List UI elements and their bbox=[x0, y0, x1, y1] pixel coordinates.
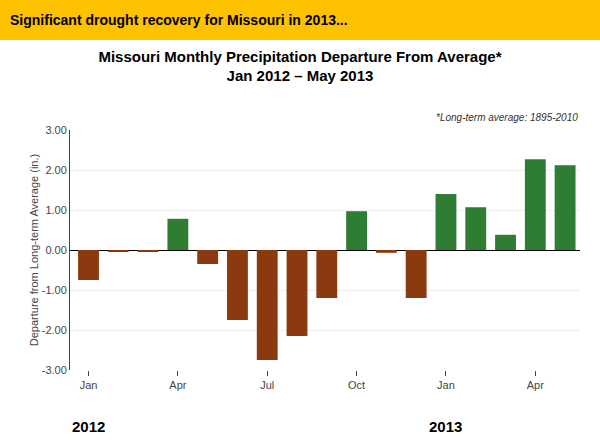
svg-text:Jan: Jan bbox=[437, 379, 455, 391]
svg-text:-2.00: -2.00 bbox=[42, 324, 67, 336]
svg-text:-3.00: -3.00 bbox=[42, 364, 67, 376]
svg-text:1.00: 1.00 bbox=[45, 204, 66, 216]
svg-text:2012: 2012 bbox=[72, 418, 105, 435]
svg-text:0.00: 0.00 bbox=[45, 244, 66, 256]
svg-text:Departure from Long-term Avera: Departure from Long-term Average (in.) bbox=[28, 154, 40, 346]
svg-text:Significant drought recovery f: Significant drought recovery for Missour… bbox=[10, 12, 348, 28]
svg-text:*Long-term average: 1895-2010: *Long-term average: 1895-2010 bbox=[436, 112, 578, 123]
svg-text:Apr: Apr bbox=[527, 379, 544, 391]
svg-text:Jul: Jul bbox=[260, 379, 274, 391]
svg-text:Missouri Monthly Precipitation: Missouri Monthly Precipitation Departure… bbox=[98, 48, 501, 85]
svg-text:Apr: Apr bbox=[169, 379, 186, 391]
svg-text:Oct: Oct bbox=[348, 379, 365, 391]
svg-text:2013: 2013 bbox=[429, 418, 462, 435]
svg-text:Jan: Jan bbox=[80, 379, 98, 391]
svg-text:3.00: 3.00 bbox=[45, 124, 66, 136]
svg-text:-1.00: -1.00 bbox=[42, 284, 67, 296]
svg-text:2.00: 2.00 bbox=[45, 164, 66, 176]
